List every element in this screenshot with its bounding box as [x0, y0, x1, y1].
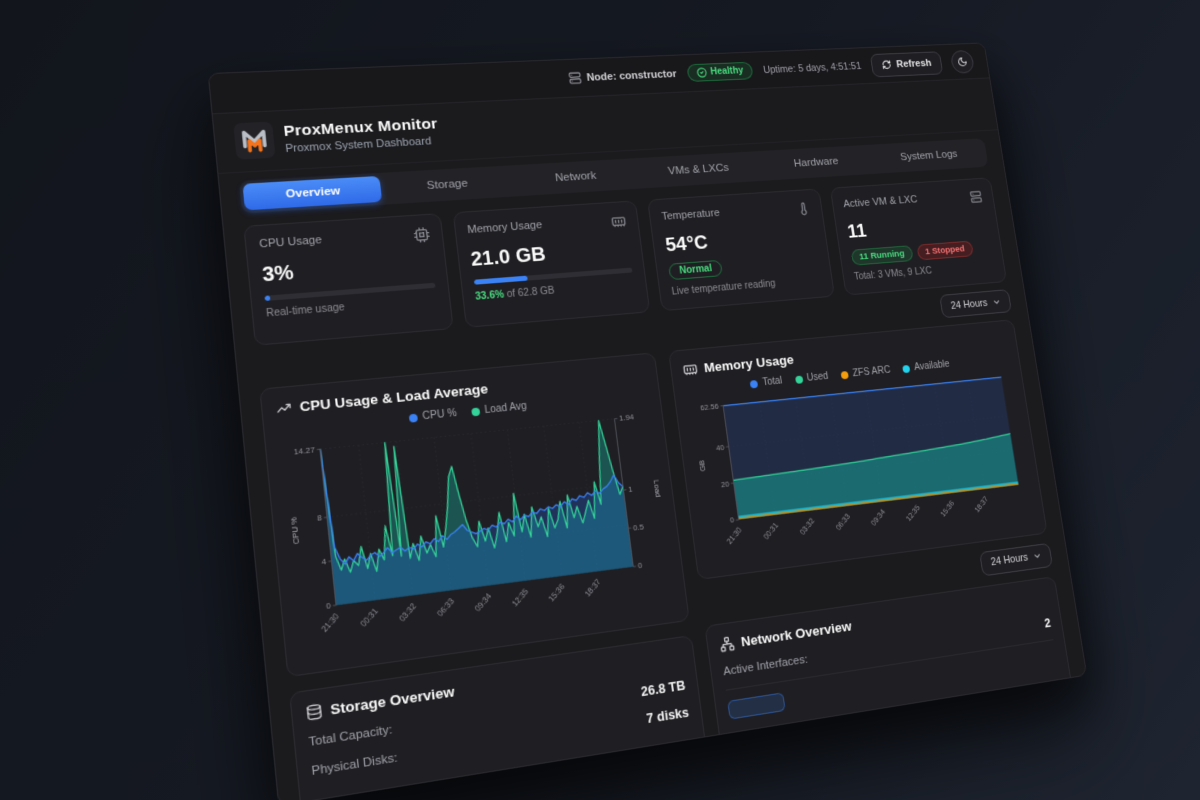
- ram-icon: [610, 214, 627, 234]
- tab-storage[interactable]: Storage: [380, 168, 514, 201]
- svg-text:03:32: 03:32: [798, 516, 816, 536]
- network-icon: [719, 635, 736, 652]
- tab-vms-lxcs[interactable]: VMs & LXCs: [636, 154, 760, 186]
- cpu-usage-card: CPU Usage 3% Real-time usage: [243, 213, 453, 346]
- svg-text:03:32: 03:32: [397, 601, 418, 623]
- memory-chart-title: Memory Usage: [703, 352, 795, 375]
- time-range-select-2[interactable]: 24 Hours: [979, 542, 1053, 576]
- memory-chart: 0 20 40 62.56 21:30 00:31 03:32 06:33 09:34 12:35…: [687, 367, 1034, 565]
- active-vm-lxc-card: Active VM & LXC 11 11 Running 1 Stopped …: [829, 177, 1007, 295]
- server-stack-icon: [969, 190, 985, 209]
- network-overview-card: Network Overview Active Interfaces: 2: [704, 576, 1081, 800]
- svg-text:18:37: 18:37: [973, 495, 990, 515]
- svg-text:CPU %: CPU %: [288, 516, 301, 545]
- svg-text:18:37: 18:37: [583, 577, 603, 598]
- svg-text:40: 40: [715, 442, 724, 452]
- moon-icon: [956, 56, 968, 67]
- refresh-button[interactable]: Refresh: [870, 51, 943, 77]
- dashboard-window: Node: constructor Healthy Uptime: 5 days…: [208, 42, 1088, 800]
- memory-usage-value: 21.0 GB: [470, 238, 631, 272]
- temperature-card: Temperature 54°C Normal Live temperature…: [647, 188, 834, 311]
- vm-caption: Total: 3 VMs, 9 LXC: [854, 261, 995, 283]
- tab-overview[interactable]: Overview: [242, 176, 382, 210]
- running-badge: 11 Running: [850, 245, 913, 265]
- svg-text:GB: GB: [697, 460, 707, 472]
- svg-text:Load: Load: [652, 479, 663, 497]
- node-label: Node: constructor: [586, 68, 677, 83]
- check-circle-icon: [696, 67, 708, 78]
- svg-text:00:31: 00:31: [762, 521, 780, 542]
- node-indicator: Node: constructor: [568, 68, 678, 85]
- thermometer-icon: [795, 201, 811, 221]
- legend-item: Total: [750, 376, 783, 390]
- svg-text:8: 8: [317, 513, 323, 523]
- svg-text:62.56: 62.56: [700, 402, 719, 413]
- uptime-text: Uptime: 5 days, 4:51:51: [762, 60, 861, 75]
- legend-item: Available: [902, 359, 950, 374]
- database-icon: [305, 703, 323, 722]
- tab-network[interactable]: Network: [511, 161, 640, 194]
- vm-card-label: Active VM & LXC: [843, 194, 918, 210]
- legend-item: Load Avg: [471, 401, 528, 418]
- network-title: Network Overview: [740, 618, 853, 649]
- svg-text:12:35: 12:35: [904, 503, 921, 523]
- svg-text:0: 0: [637, 561, 642, 571]
- health-status-badge: Healthy: [686, 62, 753, 82]
- tab-hardware[interactable]: Hardware: [756, 147, 875, 178]
- cpu-card-label: CPU Usage: [259, 234, 323, 250]
- right-column: Memory Usage Total Used ZFS ARC Available 0…: [668, 319, 1082, 800]
- cpu-load-chart-card: CPU Usage & Load Average CPU % Load Avg 0…: [259, 352, 690, 677]
- svg-text:21:30: 21:30: [725, 525, 744, 546]
- memory-usage-card: Memory Usage 21.0 GB 33.6% of 62.8 GB: [452, 200, 650, 328]
- svg-text:21:30: 21:30: [319, 611, 341, 634]
- memory-progress-fill: [473, 276, 528, 285]
- cpu-chip-icon: [413, 227, 431, 248]
- trending-up-icon: [275, 400, 293, 417]
- svg-text:09:34: 09:34: [473, 591, 494, 613]
- proxmenux-logo: [233, 122, 275, 160]
- theme-toggle-button[interactable]: [950, 50, 975, 74]
- cpu-progress-fill: [264, 295, 270, 301]
- cpu-usage-value: 3%: [261, 252, 433, 288]
- storage-title: Storage Overview: [330, 683, 456, 718]
- svg-text:0.5: 0.5: [632, 522, 644, 533]
- svg-text:1: 1: [628, 484, 633, 494]
- memory-card-label: Memory Usage: [467, 219, 543, 236]
- legend-item: Used: [794, 371, 829, 385]
- desktop-background: Node: constructor Healthy Uptime: 5 days…: [0, 0, 1200, 800]
- chevron-down-icon: [1032, 551, 1042, 562]
- svg-text:12:35: 12:35: [510, 587, 530, 609]
- left-column: CPU Usage & Load Average CPU % Load Avg 0…: [259, 352, 715, 800]
- svg-text:0: 0: [326, 601, 332, 612]
- time-range-select[interactable]: 24 Hours: [940, 289, 1012, 318]
- chevron-down-icon: [992, 297, 1002, 307]
- svg-text:06:33: 06:33: [834, 512, 852, 532]
- svg-text:06:33: 06:33: [435, 596, 456, 618]
- svg-text:20: 20: [720, 479, 729, 489]
- server-icon: [568, 72, 582, 85]
- temperature-status-badge: Normal: [668, 260, 723, 280]
- svg-text:00:31: 00:31: [358, 606, 380, 628]
- interface-badge[interactable]: [727, 692, 785, 719]
- ram-icon: [682, 361, 698, 377]
- vm-count-value: 11: [846, 212, 988, 243]
- cpu-load-chart: 0 4 8 14.27 0 0.5 1 1.94 21:30 00:31 03:32 06:33 09:…: [279, 404, 675, 661]
- tab-system-logs[interactable]: System Logs: [871, 141, 985, 171]
- svg-text:15:36: 15:36: [939, 499, 956, 519]
- memory-chart-card: Memory Usage Total Used ZFS ARC Available 0…: [668, 319, 1048, 579]
- refresh-icon: [881, 60, 892, 70]
- svg-text:4: 4: [321, 557, 327, 567]
- svg-text:1.94: 1.94: [619, 412, 635, 423]
- svg-text:14.27: 14.27: [293, 445, 315, 457]
- svg-text:15:36: 15:36: [547, 582, 567, 604]
- legend-item: ZFS ARC: [840, 365, 891, 380]
- stopped-badge: 1 Stopped: [916, 241, 973, 261]
- legend-item: CPU %: [408, 408, 457, 424]
- temperature-card-label: Temperature: [661, 207, 720, 222]
- svg-text:09:34: 09:34: [869, 507, 887, 527]
- svg-text:0: 0: [729, 516, 734, 526]
